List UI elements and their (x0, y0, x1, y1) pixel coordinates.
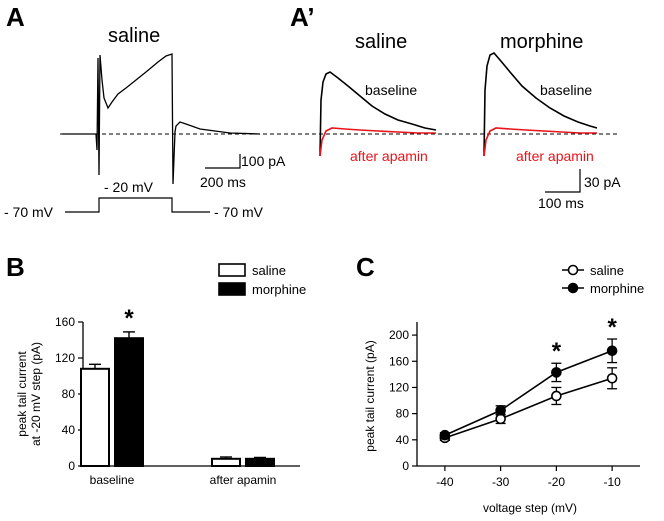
protocol-hold-right: - 70 mV (214, 204, 264, 220)
b-category-label: after apamin (210, 473, 277, 487)
b-ytick-label: 0 (68, 459, 75, 473)
chart-b: 0 40 80 120 160 * baseline after apamin peak … (15, 263, 306, 487)
panel-label-c: C (356, 252, 375, 282)
b-ytick-label: 120 (55, 351, 75, 365)
scale-a-current: 100 pA (241, 153, 286, 169)
c-ytick-label: 160 (389, 354, 409, 368)
b-ytick-label: 40 (62, 423, 76, 437)
label-saline-baseline: baseline (365, 82, 417, 98)
b-ylabel-line1: peak tail current (15, 351, 29, 437)
c-legend-label-saline: saline (590, 263, 624, 278)
c-line-saline (444, 377, 613, 439)
c-point-saline (606, 372, 618, 384)
label-morphine-baseline: baseline (540, 82, 592, 98)
c-significance-star: * (607, 314, 617, 341)
b-ylabel-line2: at -20 mV step (pA) (29, 342, 43, 446)
b-significance-star: * (124, 305, 134, 332)
protocol-step-label: - 20 mV (104, 179, 154, 195)
c-point-morphine (439, 429, 451, 441)
b-legend-label-saline: saline (252, 263, 286, 278)
trace-title-morphine: morphine (500, 31, 583, 53)
trace-morphine-baseline (483, 52, 598, 157)
b-bar-saline-1 (211, 457, 241, 467)
label-morphine-apamin: after apamin (516, 148, 594, 164)
c-legend-label-morphine: morphine (590, 281, 644, 296)
b-bar-morphine-0 (114, 337, 144, 468)
protocol-hold-left: - 70 mV (4, 204, 54, 220)
c-xtick-label: -20 (548, 475, 566, 489)
c-xtick-label: -30 (492, 475, 510, 489)
scale-ap-current: 30 pA (584, 174, 621, 190)
c-point-morphine (551, 367, 562, 378)
scale-bar-a-prime (545, 169, 581, 193)
trace-saline-apamin (319, 127, 436, 157)
c-point-saline (495, 413, 506, 425)
c-xtick-label: -40 (436, 475, 454, 489)
c-legend-marker-morphine (567, 282, 579, 294)
voltage-protocol (65, 197, 210, 213)
c-line-morphine (444, 350, 613, 436)
scale-bar-a (205, 154, 241, 169)
c-significance-star: * (552, 338, 562, 365)
b-bar-saline-0 (80, 367, 110, 467)
c-legend-marker-saline (567, 264, 579, 276)
panel-label-b: B (6, 252, 25, 282)
b-legend-swatch-saline (218, 263, 246, 277)
c-ylabel: peak tail current (pA) (363, 340, 377, 451)
trace-title-saline: saline (355, 31, 407, 53)
label-saline-apamin: after apamin (350, 148, 428, 164)
b-legend-swatch-morphine (218, 282, 246, 296)
c-ytick-label: 40 (396, 433, 410, 447)
c-ytick-label: 120 (389, 380, 409, 394)
panel-label-a-prime: A’ (290, 2, 315, 32)
c-point-morphine (495, 405, 506, 416)
trace-title-a-saline: saline (108, 25, 160, 47)
chart-c: 0 40 80 120 160 200 -40 -30 -20 -10 * * peak tail… (363, 263, 644, 515)
trace-a-saline (62, 53, 261, 185)
b-bar-morphine-1 (245, 457, 275, 467)
c-point-saline (551, 390, 562, 402)
b-ytick-label: 160 (55, 315, 75, 329)
b-legend-label-morphine: morphine (252, 282, 306, 297)
c-ytick-label: 200 (389, 328, 409, 342)
panel-label-a: A (6, 2, 25, 32)
trace-morphine-apamin (483, 127, 597, 157)
scale-a-time: 200 ms (200, 174, 246, 190)
b-category-label: baseline (90, 473, 135, 487)
c-xtick-label: -10 (603, 475, 621, 489)
c-point-morphine (606, 345, 618, 357)
trace-saline-baseline (319, 71, 437, 157)
c-ytick-label: 80 (396, 407, 410, 421)
scale-ap-time: 100 ms (538, 195, 584, 211)
c-xlabel: voltage step (mV) (483, 501, 577, 515)
b-ytick-label: 80 (62, 387, 76, 401)
c-ytick-label: 0 (402, 459, 409, 473)
